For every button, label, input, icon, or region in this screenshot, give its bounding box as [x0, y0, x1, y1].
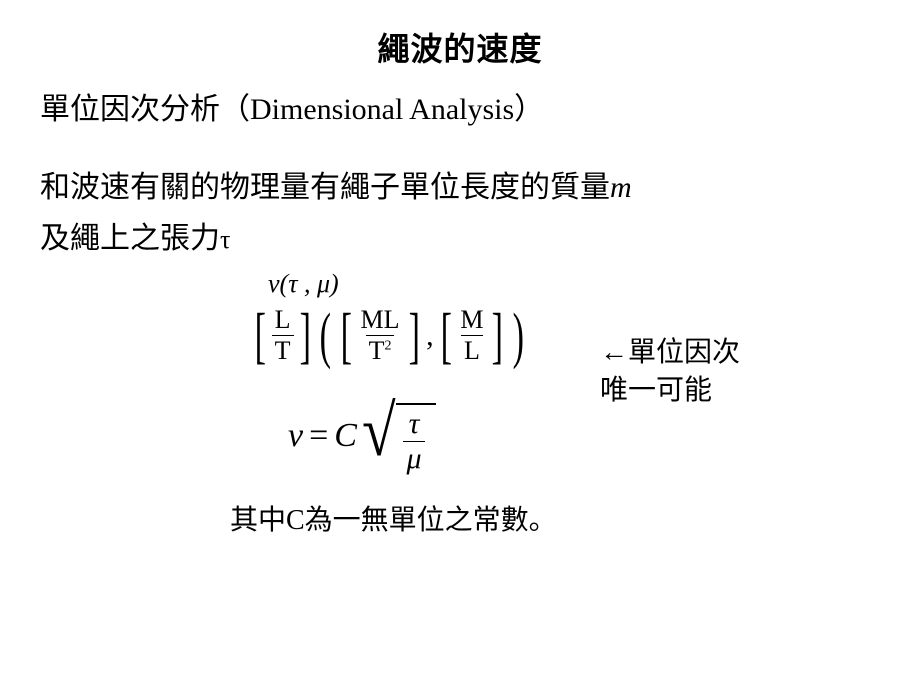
fraction-M-over-L: M L [457, 307, 486, 364]
comma: , [426, 319, 434, 353]
body-line-2: 及繩上之張力τ [40, 217, 880, 261]
equation: v = C √ τ μ [288, 395, 880, 478]
frac-num: L [272, 307, 294, 335]
sqrt-content: τ μ [396, 403, 435, 478]
slide: 繩波的速度 單位因次分析（Dimensional Analysis） 和波速有關… [0, 0, 920, 558]
footer-text: 其中C為一無單位之常數。 [230, 498, 880, 538]
eqn-C: C [334, 417, 357, 455]
note-line-2: 唯一可能 [600, 375, 712, 406]
dimensional-row: [ L T ] ( [ ML T2 ] , [ M L ] ) [250, 305, 880, 367]
side-note: ←單位因次 唯一可能 [600, 334, 740, 410]
frac-num: ML [358, 307, 403, 335]
v-function: v(τ , μ) [268, 269, 880, 299]
body-line-1: 和波速有關的物理量有繩子單位長度的質量m [40, 166, 880, 210]
den-base: T [369, 336, 385, 365]
arrow-left-icon: ← [600, 337, 628, 368]
slide-title: 繩波的速度 [40, 24, 880, 70]
body-text-2a: 及繩上之張力 [40, 222, 220, 255]
fraction-tau-over-mu: τ μ [403, 409, 424, 474]
body-var-m: m [610, 171, 632, 204]
frac-den: T2 [366, 335, 395, 364]
bracket-icon: [ [440, 305, 451, 367]
bracket-icon: [ [341, 305, 352, 367]
paren-icon: ) [513, 305, 524, 367]
exponent: 2 [384, 338, 391, 353]
sqrt: √ τ μ [359, 395, 436, 478]
fraction-L-over-T: L T [272, 307, 294, 364]
bracket-icon: ] [492, 305, 503, 367]
paren-icon: ( [320, 305, 331, 367]
note-line-1: 單位因次 [628, 337, 740, 368]
frac-den: T [272, 335, 294, 364]
frac-num: M [457, 307, 486, 335]
body-var-tau: τ [220, 225, 230, 254]
math-area: v(τ , μ) [ L T ] ( [ ML T2 ] , [ M L ] ) [250, 269, 880, 478]
fraction-ML-over-T2: ML T2 [358, 307, 403, 364]
frac-num-tau: τ [406, 409, 423, 441]
equals-sign: = [309, 417, 328, 455]
frac-den-mu: μ [403, 441, 424, 474]
bracket-icon: ] [408, 305, 419, 367]
subtitle-en: （Dimensional Analysis） [220, 93, 544, 126]
body-text-1a: 和波速有關的物理量有繩子單位長度的質量 [40, 171, 610, 204]
bracket-icon: ] [299, 305, 310, 367]
radical-icon: √ [362, 401, 396, 461]
eqn-v: v [288, 417, 303, 455]
subtitle-line: 單位因次分析（Dimensional Analysis） [40, 88, 880, 132]
subtitle-cn: 單位因次分析 [40, 93, 220, 126]
frac-den: L [461, 335, 483, 364]
bracket-icon: [ [255, 305, 266, 367]
